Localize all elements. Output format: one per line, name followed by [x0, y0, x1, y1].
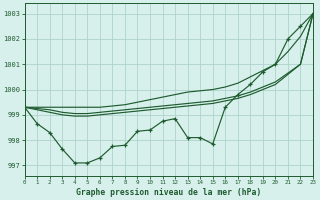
X-axis label: Graphe pression niveau de la mer (hPa): Graphe pression niveau de la mer (hPa)	[76, 188, 261, 197]
